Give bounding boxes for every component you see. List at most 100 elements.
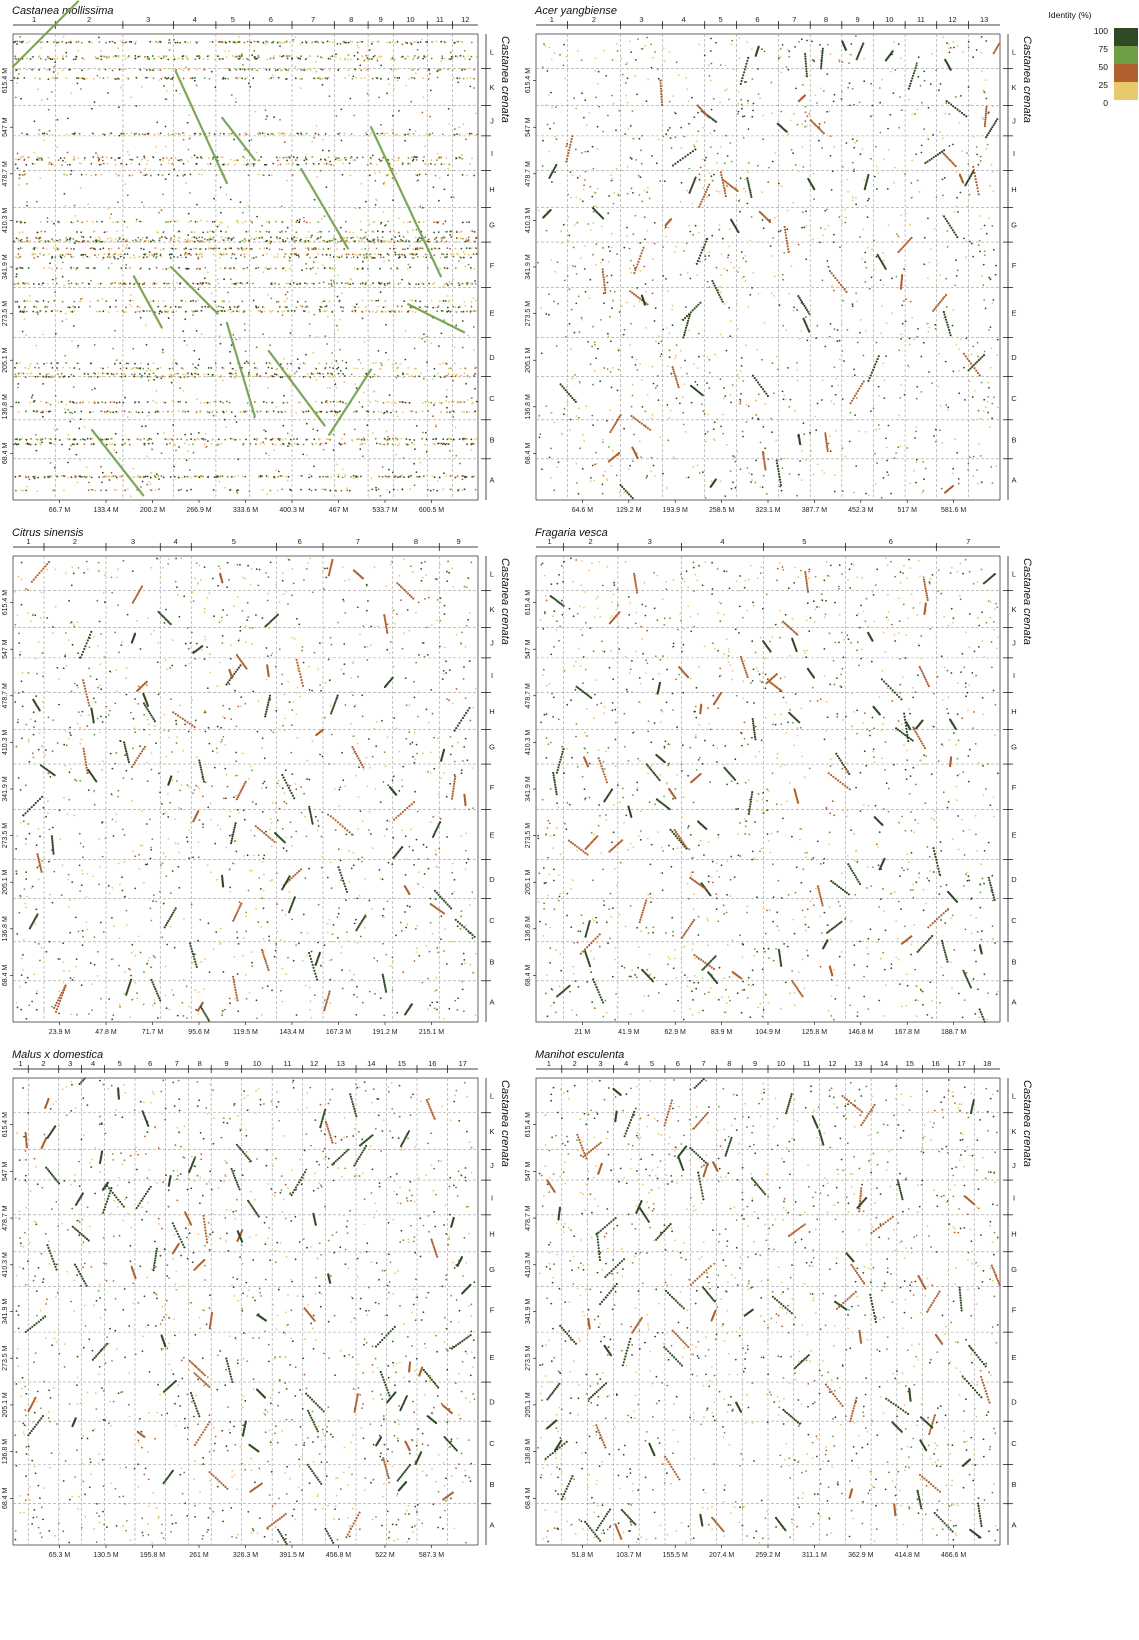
synteny-dot (298, 401, 301, 404)
synteny-dot (51, 239, 54, 242)
synteny-dot (470, 305, 473, 308)
synteny-dot (69, 268, 72, 270)
synteny-dot (284, 269, 287, 272)
synteny-dot (325, 362, 328, 365)
synteny-dot (57, 373, 59, 375)
y-chromosome-label: I (1013, 149, 1015, 158)
synteny-dot (316, 429, 319, 432)
synteny-dot (820, 399, 823, 401)
synteny-dot (427, 488, 429, 491)
synteny-dot (449, 283, 451, 285)
synteny-dot (358, 239, 360, 242)
synteny-dot (402, 236, 405, 238)
synteny-dot (352, 256, 355, 258)
synteny-dot (29, 373, 31, 375)
synteny-dot (425, 451, 428, 453)
synteny-dot (360, 77, 363, 80)
synteny-dot (367, 41, 370, 43)
synteny-dot (65, 247, 68, 250)
synteny-dot (74, 306, 76, 309)
synteny-dot (162, 476, 165, 479)
synteny-dot (51, 133, 54, 136)
synteny-dot (244, 410, 247, 413)
synteny-dot (376, 230, 379, 233)
synteny-dot (249, 310, 251, 312)
synteny-dot (109, 305, 111, 308)
synteny-dot (178, 306, 180, 309)
synteny-dot (151, 442, 154, 445)
synteny-dot (473, 375, 475, 377)
synteny-dot (328, 163, 331, 166)
synteny-dot (361, 238, 363, 241)
synteny-dot (90, 476, 93, 479)
synteny-dot (217, 282, 220, 285)
synteny-dot (62, 58, 64, 60)
synteny-dot (264, 430, 267, 433)
synteny-dot (207, 440, 209, 442)
synteny-dot (326, 343, 328, 345)
synteny-dot (110, 247, 113, 250)
synteny-dot (780, 489, 783, 492)
synteny-dot (433, 221, 435, 224)
synteny-dot (246, 40, 249, 43)
synteny-dot (228, 40, 231, 43)
synteny-dot (98, 310, 101, 313)
synteny-dot (168, 49, 171, 51)
synteny-dot (413, 439, 416, 441)
synteny-dot (220, 211, 222, 214)
synteny-dot (334, 158, 337, 161)
synteny-dot (130, 294, 132, 297)
synteny-dot (348, 74, 351, 77)
synteny-dot (72, 256, 75, 259)
synteny-dot (154, 476, 157, 479)
synteny-dot (238, 58, 241, 60)
synteny-dot (230, 94, 233, 96)
synteny-dot (172, 401, 175, 404)
synteny-dot (179, 159, 182, 162)
synteny-dot (313, 313, 316, 316)
synteny-dot (103, 68, 106, 70)
x-chromosome-label: 1 (550, 15, 554, 24)
synteny-dot (195, 330, 198, 332)
x-chromosome-label: 4 (682, 15, 686, 24)
synteny-dot (24, 306, 26, 308)
synteny-dot (292, 40, 294, 43)
synteny-dot (414, 311, 417, 313)
synteny-dot (169, 373, 172, 376)
synteny-dot (710, 37, 712, 40)
synteny-dot (119, 367, 122, 370)
synteny-dot (149, 300, 152, 303)
synteny-dot (396, 375, 399, 377)
synteny-dot (388, 254, 390, 256)
synteny-dot (440, 156, 443, 159)
synteny-dot (117, 157, 120, 160)
synteny-dot (316, 55, 319, 58)
synteny-dot (438, 345, 440, 347)
synteny-dot (134, 57, 137, 60)
synteny-dot (465, 138, 467, 141)
synteny-dot (307, 230, 310, 233)
synteny-dot (227, 247, 230, 250)
synteny-dot (27, 156, 30, 159)
synteny-dot (283, 132, 286, 135)
synteny-dot (416, 238, 419, 241)
synteny-dot (87, 373, 89, 375)
synteny-dot (84, 253, 87, 256)
synteny-dot (177, 159, 180, 162)
synteny-dot (40, 220, 42, 223)
synteny-dot (459, 375, 462, 378)
synteny-dot (150, 375, 152, 378)
synteny-dot (107, 55, 110, 58)
synteny-dot (424, 173, 427, 176)
synteny-dot (79, 418, 82, 421)
synteny-dot (410, 100, 413, 103)
synteny-dot (159, 132, 162, 135)
synteny-dot (163, 376, 166, 378)
synteny-dot (125, 248, 128, 250)
synteny-dot (274, 267, 277, 270)
synteny-dot (261, 224, 263, 227)
synteny-dot (177, 410, 180, 413)
synteny-dot (243, 163, 246, 166)
synteny-dot (434, 174, 437, 177)
synteny-dot (467, 55, 469, 57)
